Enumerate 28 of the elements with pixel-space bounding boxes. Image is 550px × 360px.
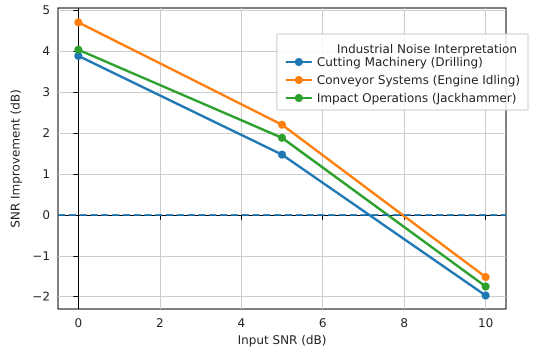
- point: [278, 150, 286, 159]
- point: [278, 120, 286, 129]
- y-tick-label: 5: [42, 3, 50, 18]
- y-tick-label: 3: [42, 84, 50, 99]
- y-tick-label: −2: [32, 290, 50, 304]
- point: [74, 18, 82, 26]
- x-tick-label: 2: [156, 316, 164, 330]
- point: [482, 282, 490, 290]
- point: [482, 291, 490, 300]
- x-axis-title: Input SNR (dB): [238, 332, 326, 347]
- x-tick-label: 4: [237, 316, 246, 330]
- x-tick-label: 0: [74, 316, 82, 330]
- y-tick-label: 1: [42, 166, 50, 181]
- point: [74, 46, 82, 54]
- point: [278, 134, 286, 142]
- y-tick-label: 2: [42, 126, 50, 140]
- x-tick-label: 10: [478, 316, 494, 330]
- legend-title: Industrial Noise Interpretation: [336, 42, 517, 56]
- legend-label: Impact Operations (Jackhammer): [316, 91, 516, 105]
- legend-label: Conveyor Systems (Engine Idling): [316, 73, 520, 87]
- y-tick-label: −1: [32, 248, 50, 263]
- y-tick-label: 4: [42, 44, 50, 58]
- point: [482, 273, 490, 282]
- x-tick-label: 6: [318, 316, 327, 330]
- x-tick-label: 8: [400, 316, 408, 330]
- y-tick-label: 0: [42, 208, 50, 222]
- y-axis-title: SNR Improvement (dB): [8, 89, 22, 228]
- legend-label: Cutting Machinery (Drilling): [316, 55, 483, 69]
